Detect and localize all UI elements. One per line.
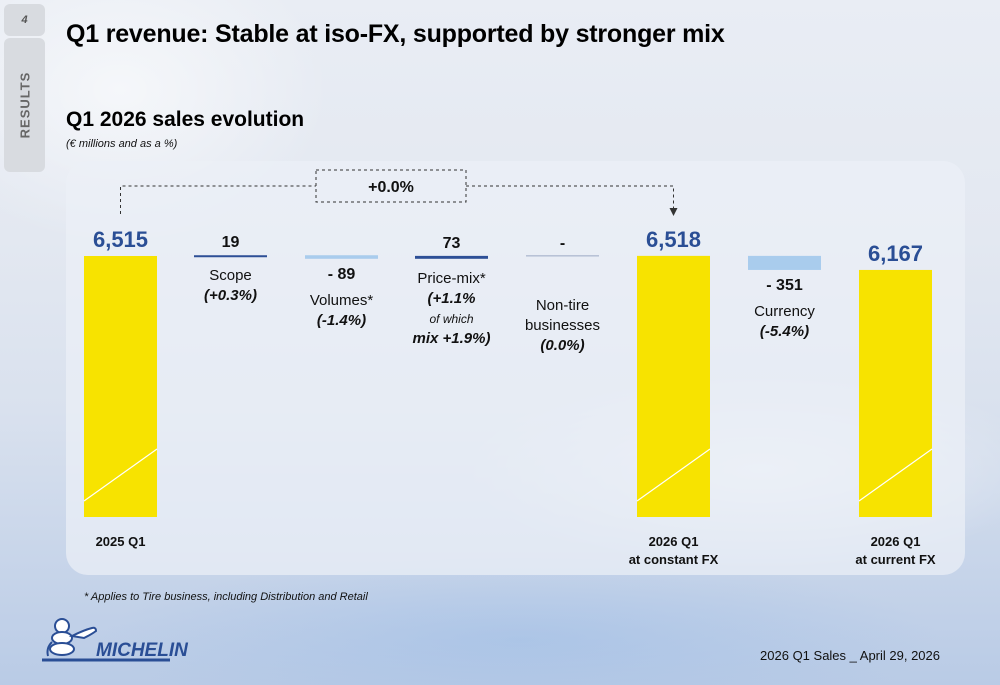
value-label-volumes: - 89	[328, 266, 356, 283]
bar-stripe	[858, 448, 933, 502]
logo-text: MICHELIN	[96, 640, 189, 661]
category-label: of which	[429, 312, 473, 326]
category-label: (+1.1%	[428, 290, 476, 307]
bracket-left	[120, 185, 316, 214]
chart-subtitle: (€ millions and as a %)	[66, 138, 178, 150]
category-label: Currency	[754, 303, 815, 320]
bar-volumes	[305, 255, 378, 259]
category-label: 2026 Q1	[649, 534, 699, 549]
category-label: mix +1.9%)	[413, 330, 491, 347]
category-label: 2025 Q1	[96, 534, 146, 549]
footer-text: 2026 Q1 Sales _ April 29, 2026	[760, 648, 940, 663]
bar-scope	[194, 255, 267, 258]
category-label: (-5.4%)	[760, 323, 809, 340]
category-label: (-1.4%)	[317, 312, 366, 329]
annotation-box	[315, 169, 467, 203]
category-label: (0.0%)	[540, 337, 584, 354]
bar-constfx	[637, 255, 710, 517]
bar-pricemix	[415, 255, 488, 259]
slide-title: Q1 revenue: Stable at iso-FX, supported …	[66, 20, 725, 48]
annotation-label: +0.0%	[368, 179, 414, 196]
category-label: Scope	[209, 267, 252, 284]
bar-stripe	[636, 448, 711, 502]
value-label-currency: - 351	[766, 277, 803, 294]
bar-end	[859, 269, 932, 517]
value-label-pricemix: 73	[443, 235, 461, 252]
bar-stripe	[83, 448, 158, 502]
category-label: Price-mix*	[417, 270, 485, 287]
bibendum-icon	[46, 618, 98, 657]
value-label-start: 6,515	[93, 227, 148, 252]
category-label: 2026 Q1	[871, 534, 921, 549]
michelin-logo: MICHELIN	[42, 618, 189, 662]
value-label-end: 6,167	[868, 241, 923, 266]
bar-start	[84, 256, 157, 517]
chart-panel	[66, 161, 965, 575]
category-label: at constant FX	[629, 552, 719, 567]
arrow-head-icon	[669, 208, 678, 216]
category-label: Volumes*	[310, 292, 374, 309]
bracket-right	[466, 185, 674, 210]
footnote: * Applies to Tire business, including Di…	[84, 591, 368, 603]
category-label: (+0.3%)	[204, 287, 257, 304]
category-label: businesses	[525, 317, 600, 334]
section-tab[interactable]: RESULTS	[4, 38, 45, 172]
chart-title: Q1 2026 sales evolution	[66, 108, 305, 131]
value-label-scope: 19	[222, 234, 240, 251]
category-label: Non-tire	[536, 297, 589, 314]
value-label-constfx: 6,518	[646, 227, 701, 252]
category-label: at current FX	[855, 552, 936, 567]
value-label-nontire: -	[560, 235, 565, 252]
bar-currency	[748, 255, 821, 270]
page-number: 4	[4, 4, 45, 36]
